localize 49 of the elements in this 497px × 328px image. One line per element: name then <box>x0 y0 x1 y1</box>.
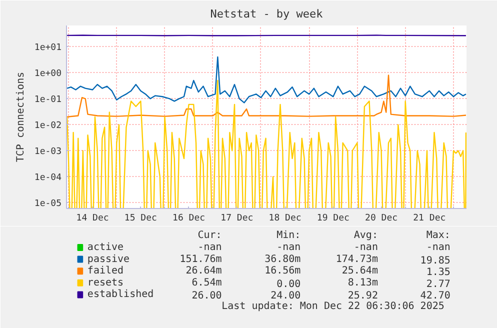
text: 25.64m <box>342 266 378 277</box>
y-tick-label: 1e-05 <box>34 199 62 210</box>
line-series <box>66 56 466 104</box>
line-series <box>66 74 466 118</box>
text: 26.64m <box>186 266 222 277</box>
y-tick-label: 1e+00 <box>34 69 62 80</box>
x-tick-label: 18 Dec <box>268 214 302 224</box>
y-tick-label: 1e+01 <box>34 43 62 54</box>
x-tick-label: 14 Dec <box>76 214 109 224</box>
text: Max: <box>426 230 450 241</box>
y-tick-label: 1e-04 <box>34 173 62 184</box>
text: Min: <box>276 230 301 241</box>
x-tick-label: 19 Dec <box>316 214 350 224</box>
legend-label: established <box>87 289 154 300</box>
x-tick-label: 15 Dec <box>124 214 157 224</box>
legend-label: failed <box>87 266 124 277</box>
text: 25.92 <box>348 290 378 302</box>
x-tick-label: 16 Dec <box>172 214 206 224</box>
y-tick-label: 1e-01 <box>34 95 62 106</box>
text: 174.73m <box>336 254 378 265</box>
text: Cur: <box>198 230 222 241</box>
text: -nan <box>426 242 450 253</box>
legend-label: resets <box>87 277 124 288</box>
text: 16.56m <box>264 266 301 277</box>
legend-label: passive <box>87 254 130 265</box>
text: 24.00 <box>270 290 301 302</box>
y-tick-label: 1e-03 <box>34 147 62 158</box>
chart-title: Netstat - by week <box>210 8 324 20</box>
text: 151.76m <box>180 254 222 265</box>
text: 42.70 <box>420 290 450 302</box>
text: 0.00 <box>276 278 301 290</box>
x-tick-label: 20 Dec <box>365 214 398 224</box>
x-tick-label: 21 Dec <box>413 214 446 224</box>
text: 8.13m <box>348 277 378 288</box>
text: 2.77 <box>426 278 450 290</box>
text: -nan <box>276 242 301 253</box>
text: Last update: Mon Dec 22 06:30:06 2025 <box>222 301 444 312</box>
text: 26.00 <box>192 290 222 302</box>
text: -nan <box>198 242 222 253</box>
text: 6.54m <box>192 277 222 288</box>
text: 1.35 <box>426 267 450 278</box>
x-tick-label: 17 Dec <box>220 214 254 224</box>
text: 19.85 <box>420 255 450 266</box>
text: 36.80m <box>264 254 301 265</box>
text: Avg: <box>354 230 378 241</box>
legend-label: active <box>87 242 124 253</box>
text: -nan <box>354 242 378 253</box>
y-tick-label: 1e-02 <box>34 121 62 132</box>
y-axis-title: TCP connections <box>15 72 26 162</box>
